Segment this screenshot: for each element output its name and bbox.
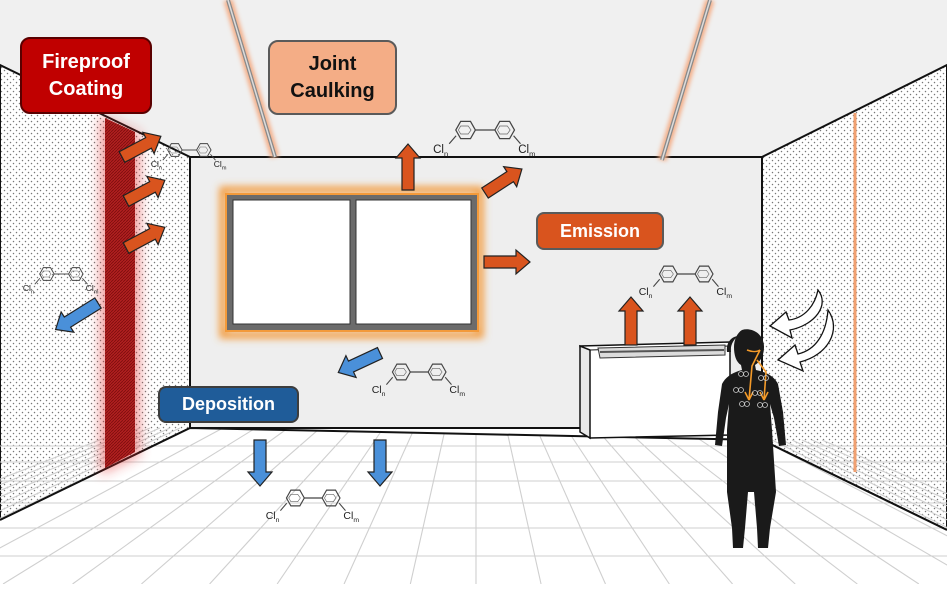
pcb-molecule-icon-floor: Cln Clm — [266, 489, 359, 524]
joint-caulking-line-left — [223, 0, 280, 159]
emission-arrow-window-up — [394, 143, 422, 191]
molecules-layer: Cln Clm Cln Clm Cln Clm Cln Clm Cln Clm Cln Clm — [23, 120, 732, 524]
pcb-molecule-icon-window: Cln Clm — [372, 363, 465, 398]
chlorine-n-label: Cln — [266, 510, 280, 524]
chlorine-n-label: Cln — [433, 144, 448, 158]
chlorine-m-label: Clm — [214, 159, 227, 172]
chlorine-m-label: Clm — [518, 144, 535, 158]
chlorine-n-label: Cln — [151, 159, 162, 172]
emission-arrow-coating-1 — [118, 131, 162, 164]
emission-arrow-window-right — [483, 248, 531, 276]
pcb-molecule-icon-ceiling-right: Cln Clm — [433, 120, 535, 158]
joint-caulking-label: Joint Caulking — [268, 40, 397, 115]
emission-label: Emission — [536, 212, 664, 250]
fireproof-coating-column — [100, 115, 140, 475]
left-wall — [0, 65, 190, 520]
chlorine-n-label: Cln — [23, 283, 34, 296]
fireproof-coating-label: Fireproof Coating — [20, 37, 152, 114]
chlorine-m-label: Clm — [449, 384, 465, 398]
deposition-label: Deposition — [158, 386, 299, 423]
emission-arrow-coating-3 — [122, 222, 166, 255]
emission-arrow-coating-2 — [122, 175, 166, 208]
chlorine-n-label: Cln — [639, 286, 653, 300]
chlorine-m-label: Clm — [343, 510, 359, 524]
emission-arrow-ac-2 — [676, 296, 704, 346]
pcb-molecule-icon-ceiling-left: Cln Clm — [151, 143, 227, 172]
deposition-arrow-window — [337, 346, 384, 379]
pcb-molecule-icon-right: Cln Clm — [639, 265, 732, 300]
floor — [0, 428, 947, 584]
deposition-arrow-floor-1 — [246, 439, 274, 487]
person-silhouette-icon — [715, 329, 786, 548]
air-conditioner-unit — [579, 341, 731, 440]
deposition-arrow-floor-2 — [366, 439, 394, 487]
chlorine-m-label: Clm — [716, 286, 732, 300]
emission-arrow-window-diag — [480, 165, 523, 199]
chlorine-m-label: Clm — [86, 283, 99, 296]
curved-arrow-icon — [768, 288, 835, 373]
chlorine-n-label: Cln — [372, 384, 386, 398]
window — [219, 186, 484, 339]
joint-caulking-line-right — [657, 0, 715, 162]
pcb-molecule-icon-left-wall: Cln Clm — [23, 267, 99, 296]
arrows-layer — [54, 131, 704, 487]
emission-arrow-ac-1 — [617, 296, 645, 346]
deposition-arrow-wall — [54, 297, 103, 334]
